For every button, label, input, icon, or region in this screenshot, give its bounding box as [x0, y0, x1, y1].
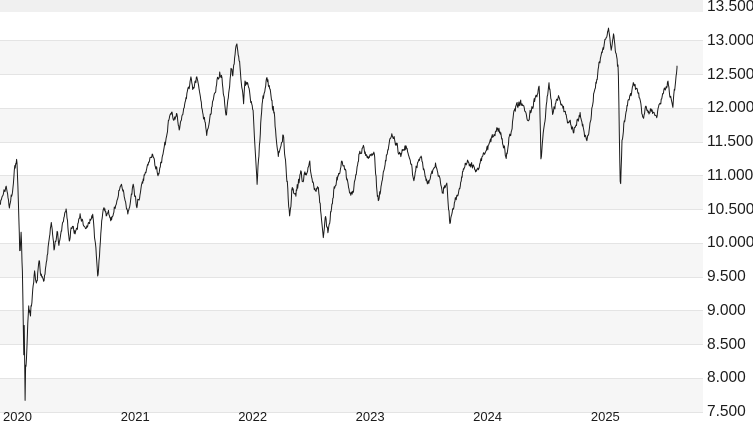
y-axis-label: 9.500	[707, 268, 746, 285]
x-axis-label: 2021	[120, 409, 150, 424]
x-axis-label: 2025	[590, 409, 620, 424]
y-axis-label: 13.500	[707, 0, 753, 15]
gridline	[0, 377, 703, 379]
plot-band	[0, 40, 703, 75]
y-axis-label: 9.000	[707, 301, 746, 319]
y-axis-label: 8.000	[707, 369, 746, 387]
gridline	[0, 107, 703, 109]
gridline	[0, 141, 703, 143]
y-axis-label: 13.000	[707, 31, 753, 49]
gridline	[0, 310, 703, 312]
top-cap-band	[0, 0, 703, 12]
y-axis-label: 10.500	[707, 200, 753, 218]
y-axis-label: 11.500	[707, 133, 753, 150]
x-axis-label: 2023	[355, 409, 385, 424]
y-axis-label: 12.500	[707, 65, 753, 83]
y-axis-label: 8.500	[707, 335, 746, 353]
plot-band	[0, 310, 703, 345]
y-axis-label: 11.000	[707, 166, 753, 184]
gridline	[0, 40, 703, 42]
gridline	[0, 276, 703, 278]
gridline	[0, 74, 703, 75]
y-axis-label: 10.000	[707, 234, 753, 252]
gridline	[0, 242, 703, 244]
gridline	[0, 209, 703, 210]
x-axis-label: 2022	[238, 409, 268, 424]
gridline	[0, 175, 703, 177]
plot-band	[0, 243, 703, 277]
x-axis-label: 2024	[473, 409, 503, 424]
price-line	[0, 27, 678, 401]
y-axis-label: 12.000	[707, 99, 753, 117]
x-axis-label: 2020	[3, 409, 32, 424]
plot-band	[0, 378, 703, 412]
gridline	[0, 411, 703, 413]
gridline	[0, 344, 703, 345]
y-axis-label: 7.500	[707, 403, 746, 420]
